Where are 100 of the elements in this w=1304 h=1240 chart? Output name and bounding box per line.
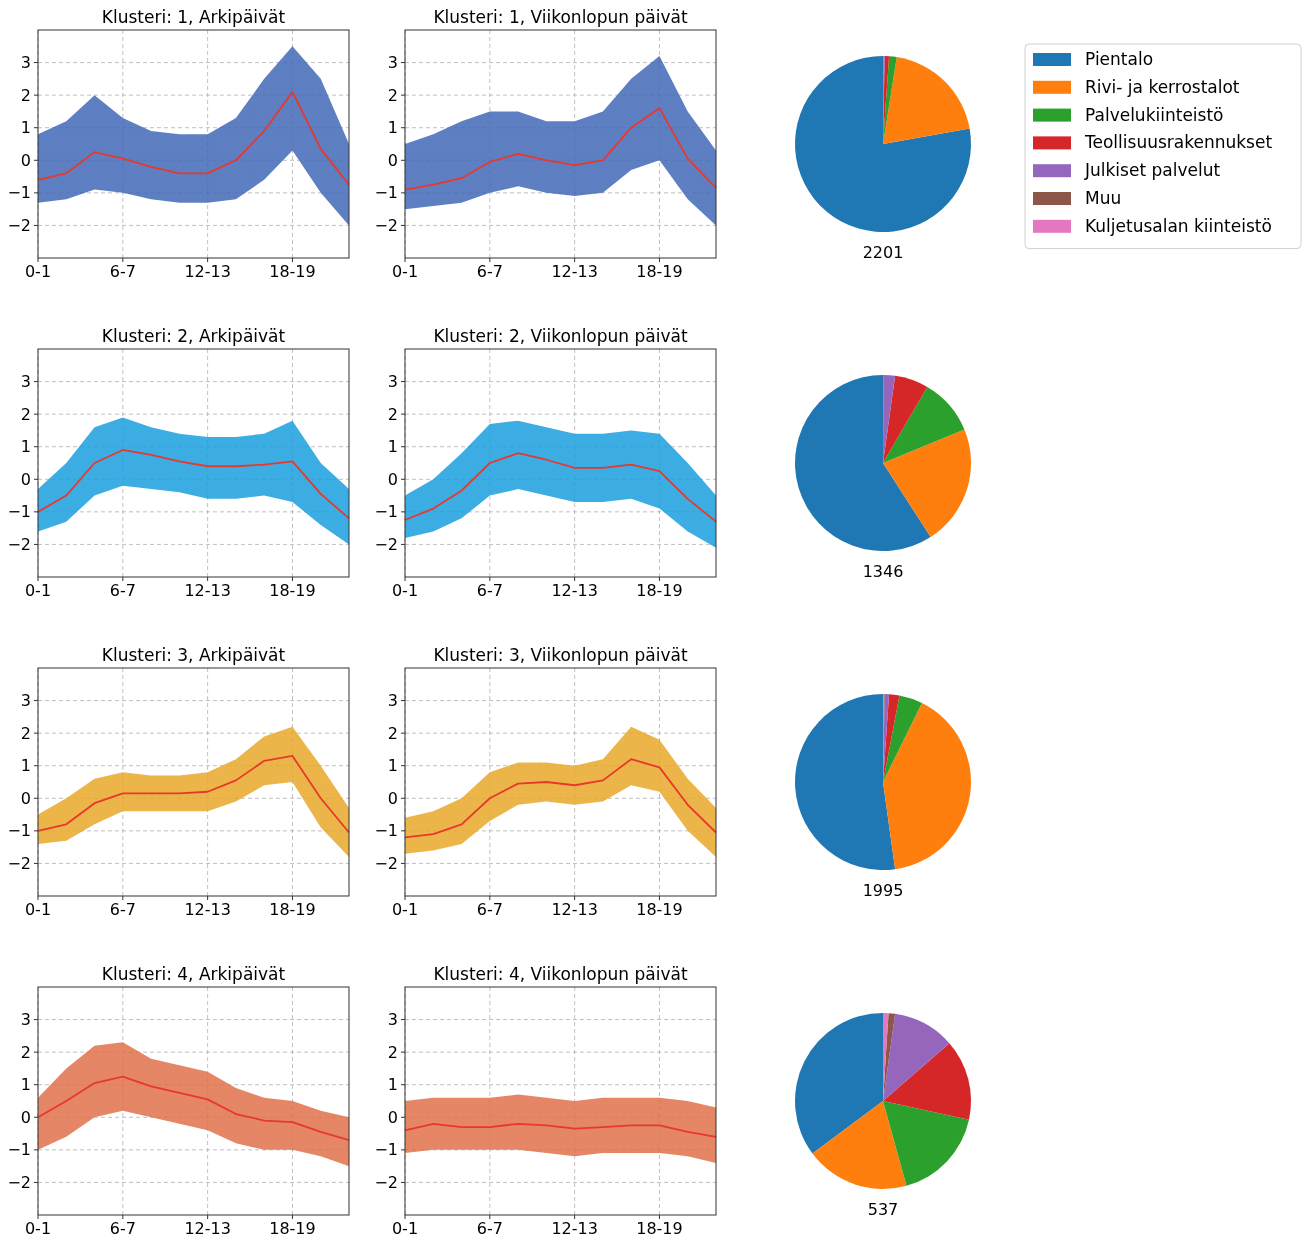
y-tick-label: 1 [387,118,398,138]
pie-slice [883,429,971,537]
y-tick-label: −2 [7,216,31,236]
x-tick-label: 12-13 [184,1219,231,1238]
y-tick-label: 0 [20,1107,31,1127]
x-tick-label: 18-19 [269,581,316,600]
pie-slice [883,386,965,463]
y-tick-label: 3 [387,691,398,711]
y-tick-label: 0 [387,1107,398,1127]
x-tick-label: 18-19 [636,262,683,281]
pie-slice [883,1101,969,1186]
x-tick-label: 0-1 [24,262,52,281]
line-series [37,1075,350,1141]
y-tick-label: 1 [20,756,31,776]
x-tick-label: 6-7 [109,581,136,600]
y-tick-label: 0 [387,469,398,489]
line-series [37,755,350,834]
x-tick-label: 12-13 [184,262,231,281]
legend-label: Julkiset palvelut [1084,160,1221,181]
y-tick-label: 3 [387,1010,398,1030]
pie-slice [883,57,970,144]
x-tick-label: 12-13 [551,900,598,919]
y-tick-label: 2 [387,85,398,105]
y-tick-label: 1 [20,118,31,138]
y-tick-label: −1 [7,1140,31,1160]
line-series [37,449,350,520]
y-tick-label: 2 [387,1042,398,1062]
y-tick-label: 1 [20,437,31,457]
chart-title: Klusteri: 1, Viikonlopun päivät [433,7,688,27]
pie-slice [883,1043,971,1120]
legend-label: Pientalo [1085,49,1154,69]
x-tick-label: 0-1 [391,1219,419,1238]
text: 2201 [862,243,904,262]
y-tick-label: −2 [374,216,398,236]
y-tick-label: 2 [20,404,31,424]
y-tick-label: 0 [20,788,31,808]
x-tick-label: 6-7 [476,581,503,600]
pie-slice [883,703,971,870]
chart-title: Klusteri: 1, Arkipäivät [101,7,286,27]
pie-slice [795,56,971,232]
legend-label: Kuljetusalan kiinteistö [1085,215,1272,236]
y-tick-label: −1 [374,502,398,522]
x-tick-label: 0-1 [24,1219,52,1238]
y-tick-label: −1 [374,183,398,203]
x-tick-label: 18-19 [269,262,316,281]
y-tick-label: 0 [387,788,398,808]
x-tick-label: 0-1 [391,900,419,919]
y-tick-label: 3 [20,691,31,711]
chart-title: Klusteri: 4, Arkipäivät [101,964,286,984]
pie-slice [883,695,922,782]
y-tick-label: −1 [374,1140,398,1160]
pie-slice [883,375,928,463]
x-tick-label: 0-1 [24,581,52,600]
x-tick-label: 18-19 [636,581,683,600]
chart-title: Klusteri: 3, Viikonlopun päivät [433,645,688,665]
x-tick-label: 18-19 [269,1219,316,1238]
pie-slice [795,1013,883,1154]
x-tick-label: 12-13 [184,900,231,919]
x-tick-label: 12-13 [551,262,598,281]
y-tick-label: −2 [374,854,398,874]
line-series [404,107,717,191]
y-tick-label: 3 [20,372,31,392]
y-tick-label: 2 [387,404,398,424]
x-tick-label: 12-13 [184,581,231,600]
y-tick-label: −1 [374,821,398,841]
legend-label: Palvelukiinteistö [1085,104,1224,125]
x-tick-label: 6-7 [109,900,136,919]
y-tick-label: 1 [387,437,398,457]
y-tick-label: 3 [20,53,31,73]
x-tick-label: 0-1 [391,581,419,600]
pie-slice [883,1013,950,1101]
x-tick-label: 0-1 [391,262,419,281]
x-tick-label: 6-7 [109,1219,136,1238]
pie-slice [883,694,900,782]
chart-title: Klusteri: 3, Arkipäivät [101,645,286,665]
x-tick-label: 18-19 [636,900,683,919]
x-tick-label: 6-7 [476,262,503,281]
text: 537 [867,1200,899,1219]
y-tick-label: 3 [20,1010,31,1030]
x-tick-label: 18-19 [636,1219,683,1238]
y-tick-label: 2 [20,723,31,743]
pie-slice [795,694,896,870]
y-tick-label: 1 [387,756,398,776]
y-tick-label: −2 [374,535,398,555]
x-tick-label: 18-19 [269,900,316,919]
y-tick-label: 0 [20,469,31,489]
y-tick-label: 2 [20,85,31,105]
legend-label: Muu [1085,188,1122,208]
x-tick-label: 0-1 [24,900,52,919]
text: 1995 [862,881,904,900]
y-tick-label: −2 [7,535,31,555]
legend-label: Teollisuusrakennukset [1084,132,1273,153]
y-tick-label: 1 [387,1075,398,1095]
line-series [37,90,350,186]
pie-slice [812,1101,907,1189]
x-tick-label: 6-7 [476,900,503,919]
y-tick-label: 0 [387,150,398,170]
y-tick-label: 1 [20,1075,31,1095]
pie-slice [883,56,897,144]
chart-title: Klusteri: 2, Viikonlopun päivät [433,326,688,346]
